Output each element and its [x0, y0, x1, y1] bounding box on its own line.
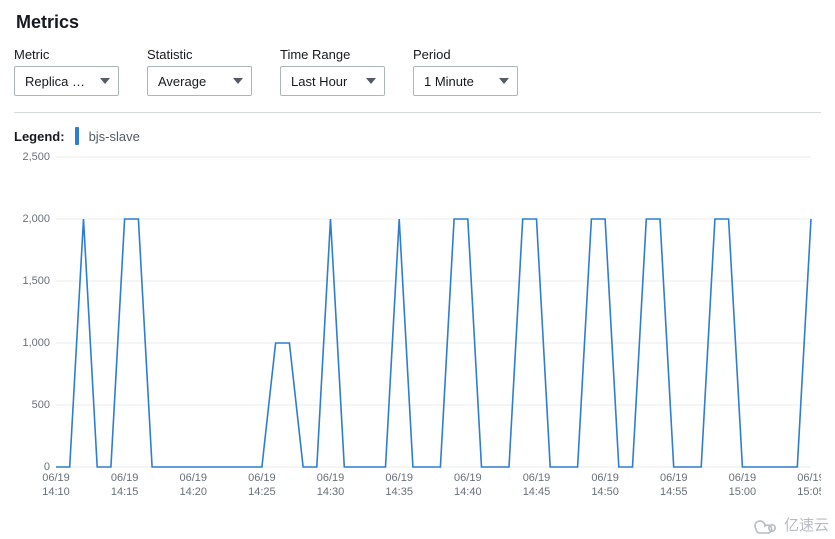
svg-text:1,000: 1,000 — [22, 337, 50, 349]
svg-text:500: 500 — [32, 399, 50, 411]
timerange-label: Time Range — [280, 47, 385, 62]
chevron-down-icon — [233, 78, 243, 84]
chart-container: 05001,0001,5002,0002,50006/1914:1006/191… — [14, 151, 821, 501]
legend-label: Legend: — [14, 129, 65, 144]
legend-series-name: bjs-slave — [89, 129, 140, 144]
svg-text:14:25: 14:25 — [248, 486, 276, 498]
metrics-panel: Metrics Metric Replica La… Statistic Ave… — [0, 0, 835, 539]
svg-text:06/19: 06/19 — [385, 472, 413, 484]
svg-text:14:35: 14:35 — [385, 486, 413, 498]
svg-text:06/19: 06/19 — [523, 472, 551, 484]
timerange-select[interactable]: Last Hour — [280, 66, 385, 96]
chevron-down-icon — [499, 78, 509, 84]
panel-title: Metrics — [14, 8, 821, 47]
metric-value: Replica La… — [25, 74, 90, 89]
svg-text:06/19: 06/19 — [660, 472, 688, 484]
svg-text:06/19: 06/19 — [248, 472, 276, 484]
svg-text:06/19: 06/19 — [591, 472, 619, 484]
svg-text:06/19: 06/19 — [797, 472, 821, 484]
line-chart: 05001,0001,5002,0002,50006/1914:1006/191… — [14, 151, 821, 501]
svg-text:06/19: 06/19 — [317, 472, 345, 484]
controls-row: Metric Replica La… Statistic Average Tim… — [14, 47, 821, 113]
svg-text:06/19: 06/19 — [729, 472, 757, 484]
timerange-value: Last Hour — [291, 74, 347, 89]
watermark: 亿速云 — [751, 514, 829, 535]
svg-text:1,500: 1,500 — [22, 275, 50, 287]
watermark-icon — [751, 516, 779, 534]
svg-text:14:55: 14:55 — [660, 486, 688, 498]
metric-label: Metric — [14, 47, 119, 62]
svg-text:06/19: 06/19 — [454, 472, 482, 484]
legend-row: Legend: bjs-slave — [14, 123, 821, 151]
period-value: 1 Minute — [424, 74, 474, 89]
svg-text:14:20: 14:20 — [180, 486, 208, 498]
svg-text:2,000: 2,000 — [22, 213, 50, 225]
statistic-select[interactable]: Average — [147, 66, 252, 96]
statistic-label: Statistic — [147, 47, 252, 62]
period-control: Period 1 Minute — [413, 47, 518, 96]
svg-text:14:10: 14:10 — [42, 486, 70, 498]
metric-select[interactable]: Replica La… — [14, 66, 119, 96]
svg-text:06/19: 06/19 — [42, 472, 70, 484]
statistic-value: Average — [158, 74, 206, 89]
svg-text:14:50: 14:50 — [591, 486, 619, 498]
chevron-down-icon — [366, 78, 376, 84]
legend-swatch — [75, 127, 79, 145]
statistic-control: Statistic Average — [147, 47, 252, 96]
svg-text:15:00: 15:00 — [729, 486, 757, 498]
period-select[interactable]: 1 Minute — [413, 66, 518, 96]
watermark-text: 亿速云 — [784, 514, 829, 535]
chevron-down-icon — [100, 78, 110, 84]
svg-text:14:30: 14:30 — [317, 486, 345, 498]
timerange-control: Time Range Last Hour — [280, 47, 385, 96]
svg-text:14:40: 14:40 — [454, 486, 482, 498]
svg-text:2,500: 2,500 — [22, 151, 50, 163]
svg-text:14:15: 14:15 — [111, 486, 139, 498]
metric-control: Metric Replica La… — [14, 47, 119, 96]
svg-text:15:05: 15:05 — [797, 486, 821, 498]
svg-text:14:45: 14:45 — [523, 486, 551, 498]
svg-text:06/19: 06/19 — [180, 472, 208, 484]
svg-text:06/19: 06/19 — [111, 472, 139, 484]
period-label: Period — [413, 47, 518, 62]
